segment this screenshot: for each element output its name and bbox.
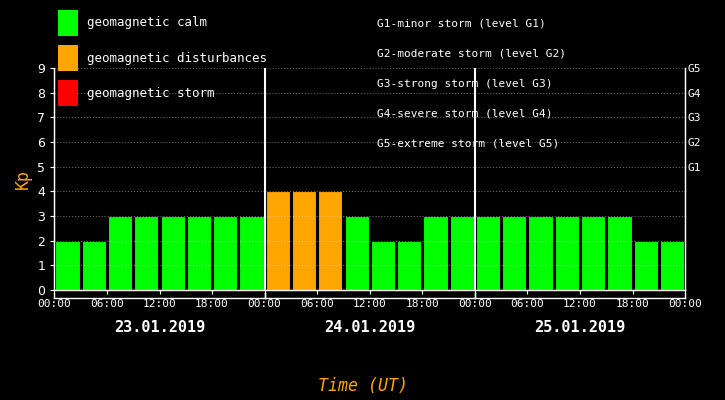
Text: geomagnetic calm: geomagnetic calm [87, 16, 207, 30]
Bar [239, 216, 264, 290]
Text: 25.01.2019: 25.01.2019 [534, 320, 626, 335]
Text: geomagnetic disturbances: geomagnetic disturbances [87, 52, 267, 65]
Text: Time (UT): Time (UT) [318, 377, 407, 395]
Bar [265, 191, 290, 290]
Text: G3-strong storm (level G3): G3-strong storm (level G3) [377, 79, 552, 89]
Text: G4-severe storm (level G4): G4-severe storm (level G4) [377, 109, 552, 119]
Bar [134, 216, 159, 290]
Text: geomagnetic storm: geomagnetic storm [87, 87, 215, 100]
Bar [555, 216, 579, 290]
Text: 23.01.2019: 23.01.2019 [114, 320, 205, 335]
Bar [318, 191, 342, 290]
Bar [160, 216, 185, 290]
Bar [292, 191, 316, 290]
Bar [502, 216, 526, 290]
Bar [660, 241, 684, 290]
Bar [608, 216, 631, 290]
Text: 24.01.2019: 24.01.2019 [324, 320, 415, 335]
Bar [423, 216, 447, 290]
Bar [370, 241, 395, 290]
Bar [634, 241, 658, 290]
Bar [450, 216, 474, 290]
Y-axis label: Kp: Kp [14, 169, 32, 189]
Bar [55, 241, 80, 290]
Text: G1-minor storm (level G1): G1-minor storm (level G1) [377, 19, 546, 29]
Bar [108, 216, 132, 290]
Bar [529, 216, 552, 290]
Bar [187, 216, 211, 290]
Bar [581, 216, 605, 290]
Bar [476, 216, 500, 290]
Bar [344, 216, 369, 290]
Text: G2-moderate storm (level G2): G2-moderate storm (level G2) [377, 49, 566, 59]
Text: G5-extreme storm (level G5): G5-extreme storm (level G5) [377, 139, 559, 149]
Bar [82, 241, 106, 290]
Bar [213, 216, 237, 290]
Bar [397, 241, 421, 290]
